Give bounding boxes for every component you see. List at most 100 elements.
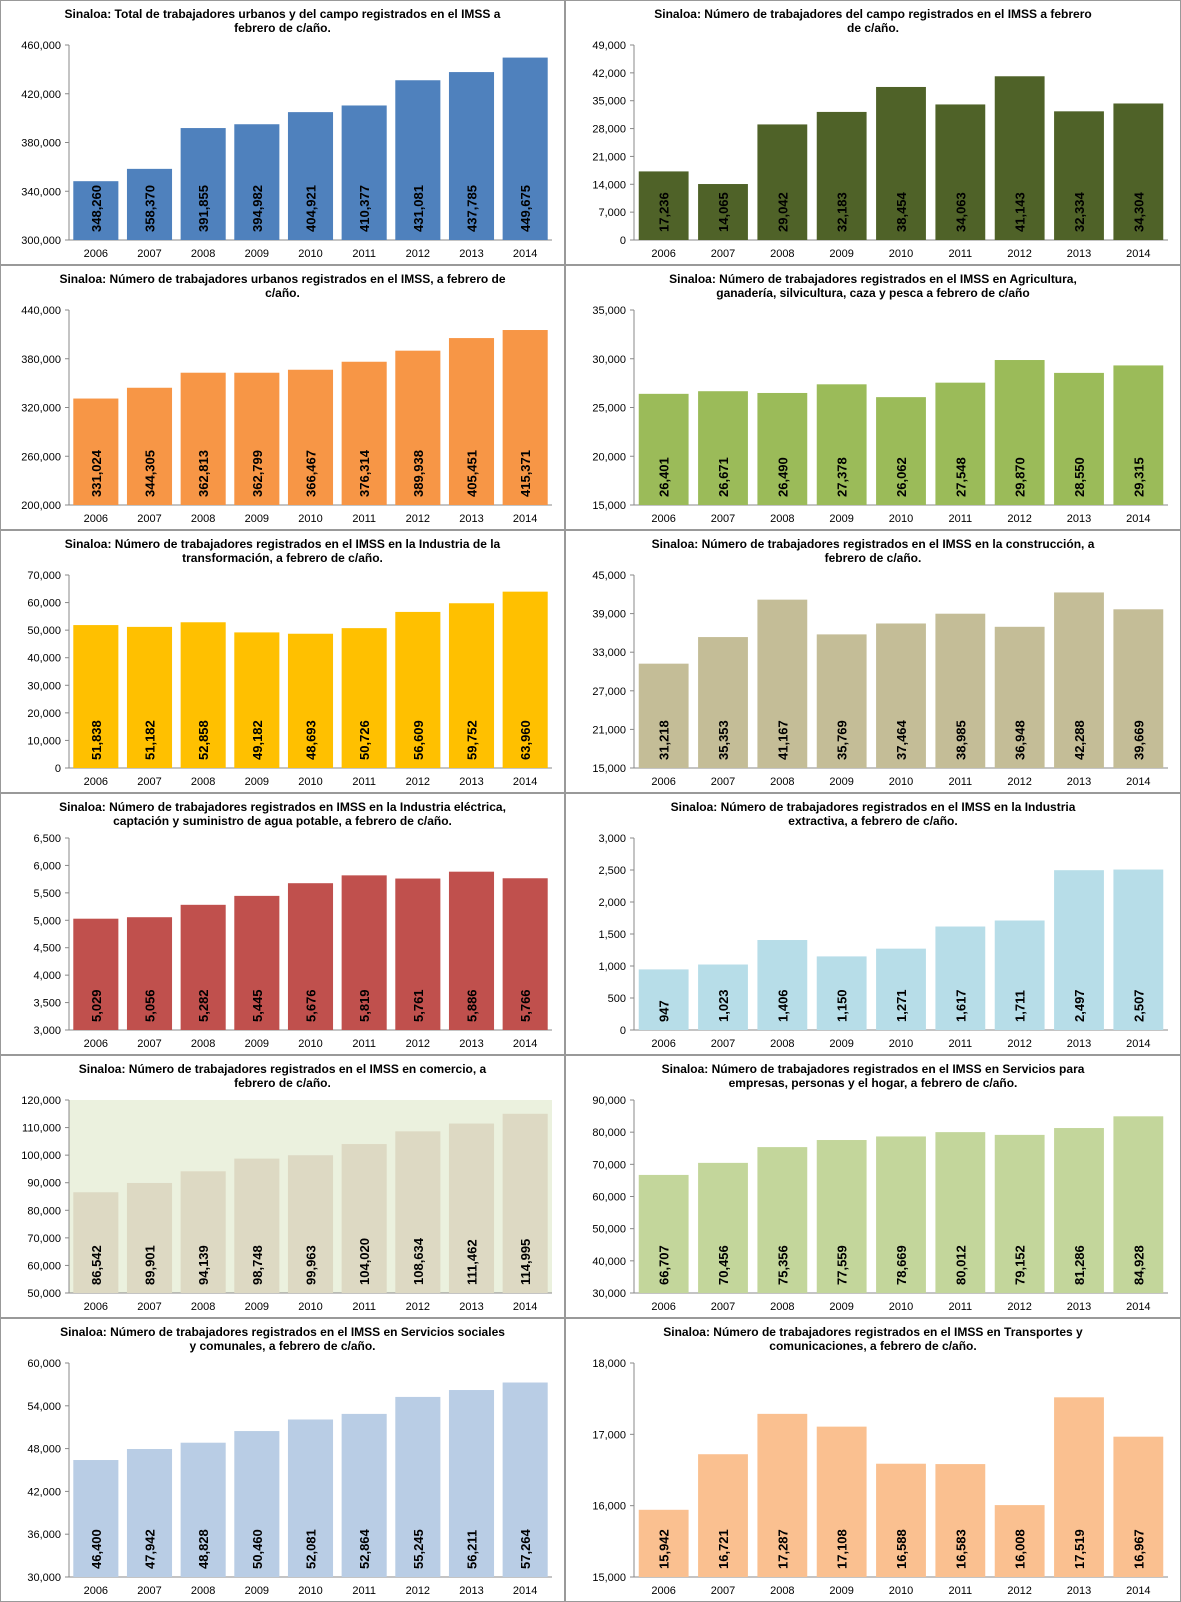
y-tick-label: 35,000: [592, 96, 626, 108]
x-tick-label: 2008: [191, 513, 215, 525]
x-tick-label: 2013: [1067, 1301, 1091, 1313]
bar: [287, 1155, 334, 1293]
bar: [1113, 869, 1164, 1030]
y-tick-label: 3,500: [33, 998, 61, 1010]
x-tick-label: 2006: [651, 248, 675, 260]
bar: [448, 1123, 495, 1293]
value-label: 26,062: [894, 457, 909, 497]
x-tick-label: 2007: [137, 248, 161, 260]
value-label: 98,748: [250, 1245, 265, 1285]
bar: [448, 871, 495, 1030]
bar: [287, 883, 334, 1030]
bar: [73, 398, 119, 505]
value-label: 80,012: [953, 1245, 968, 1285]
x-tick-label: 2012: [1007, 1038, 1031, 1050]
x-tick-label: 2008: [191, 1038, 215, 1050]
x-tick-label: 2009: [245, 513, 269, 525]
x-tick-label: 2008: [191, 248, 215, 260]
chart-panel: Sinaloa: Número de trabajadores registra…: [0, 1055, 565, 1318]
value-label: 56,211: [465, 1530, 480, 1569]
y-tick-label: 36,000: [27, 1529, 61, 1541]
y-tick-label: 20,000: [27, 708, 61, 720]
bar: [994, 76, 1045, 240]
x-tick-label: 2009: [245, 1301, 269, 1313]
value-label: 111,462: [465, 1239, 480, 1285]
value-label: 78,669: [894, 1245, 909, 1285]
value-label: 2,507: [1131, 989, 1146, 1022]
x-tick-label: 2008: [770, 776, 794, 788]
bar: [502, 591, 548, 768]
bar: [180, 1442, 226, 1577]
value-label: 50,726: [357, 720, 372, 760]
value-label: 348,260: [89, 185, 104, 232]
bar: [1113, 103, 1164, 240]
value-label: 5,676: [304, 989, 319, 1022]
x-tick-label: 2006: [84, 248, 108, 260]
y-tick-label: 7,000: [598, 207, 626, 219]
bar: [876, 1463, 926, 1577]
x-tick-label: 2010: [298, 513, 322, 525]
y-tick-label: 320,000: [21, 403, 61, 415]
value-label: 410,377: [357, 185, 372, 232]
x-tick-label: 2011: [352, 513, 376, 525]
y-tick-label: 54,000: [27, 1401, 61, 1413]
y-tick-label: 39,000: [592, 609, 626, 621]
bar-chart: 50,000 60,000 70,000 80,000 90,000 100,000 110…: [21, 1095, 552, 1313]
value-label: 5,761: [411, 989, 426, 1022]
x-tick-label: 2009: [245, 248, 269, 260]
bar: [395, 611, 441, 768]
value-label: 391,855: [196, 185, 211, 232]
y-tick-label: 90,000: [592, 1095, 626, 1107]
bar: [994, 626, 1045, 768]
x-tick-label: 2007: [711, 513, 735, 525]
x-tick-label: 2010: [298, 248, 322, 260]
y-tick-label: 300,000: [21, 235, 61, 247]
y-tick-label: 100,000: [21, 1150, 61, 1162]
value-label: 32,334: [1072, 191, 1087, 232]
y-tick-label: 80,000: [27, 1205, 61, 1217]
bar: [935, 926, 986, 1030]
chart-title: Sinaloa: Número de trabajadores registra…: [663, 1325, 1083, 1353]
value-label: 63,960: [518, 720, 533, 760]
x-tick-label: 2013: [1067, 1038, 1091, 1050]
y-tick-label: 200,000: [21, 500, 61, 512]
x-tick-label: 2014: [513, 1038, 537, 1050]
x-tick-label: 2011: [352, 1038, 376, 1050]
x-tick-label: 2013: [1067, 776, 1091, 788]
bar: [935, 1132, 986, 1293]
x-tick-label: 2011: [949, 1585, 973, 1597]
x-tick-label: 2010: [889, 1585, 913, 1597]
x-tick-label: 2011: [352, 776, 376, 788]
bar: [757, 1147, 808, 1293]
value-label: 38,985: [953, 720, 968, 760]
bar: [180, 128, 226, 240]
x-tick-label: 2012: [406, 248, 430, 260]
value-label: 437,785: [465, 185, 480, 232]
chart-panel: Sinaloa: Número de trabajadores registra…: [565, 1318, 1181, 1602]
bar: [698, 391, 748, 505]
y-tick-label: 42,000: [27, 1486, 61, 1498]
value-label: 17,108: [835, 1529, 850, 1569]
value-label: 59,752: [465, 720, 480, 760]
value-label: 16,008: [1013, 1529, 1028, 1569]
y-tick-label: 460,000: [21, 40, 61, 52]
y-tick-label: 0: [620, 1025, 626, 1037]
bar: [448, 72, 495, 241]
value-label: 70,456: [716, 1245, 731, 1285]
chart-panel: Sinaloa: Número de trabajadores urbanos …: [0, 265, 565, 530]
y-tick-label: 1,000: [598, 961, 626, 973]
y-tick-label: 260,000: [21, 451, 61, 463]
bar: [638, 1174, 689, 1293]
value-label: 49,182: [250, 720, 265, 760]
bar: [73, 181, 119, 240]
bar: [816, 1140, 867, 1293]
x-tick-label: 2008: [770, 513, 794, 525]
y-tick-label: 2,000: [598, 897, 626, 909]
bar: [638, 393, 689, 505]
value-label: 38,454: [894, 191, 909, 232]
bar: [638, 663, 689, 768]
y-tick-label: 40,000: [27, 653, 61, 665]
x-tick-label: 2011: [352, 1301, 376, 1313]
x-tick-label: 2014: [513, 1585, 537, 1597]
x-tick-label: 2007: [711, 248, 735, 260]
